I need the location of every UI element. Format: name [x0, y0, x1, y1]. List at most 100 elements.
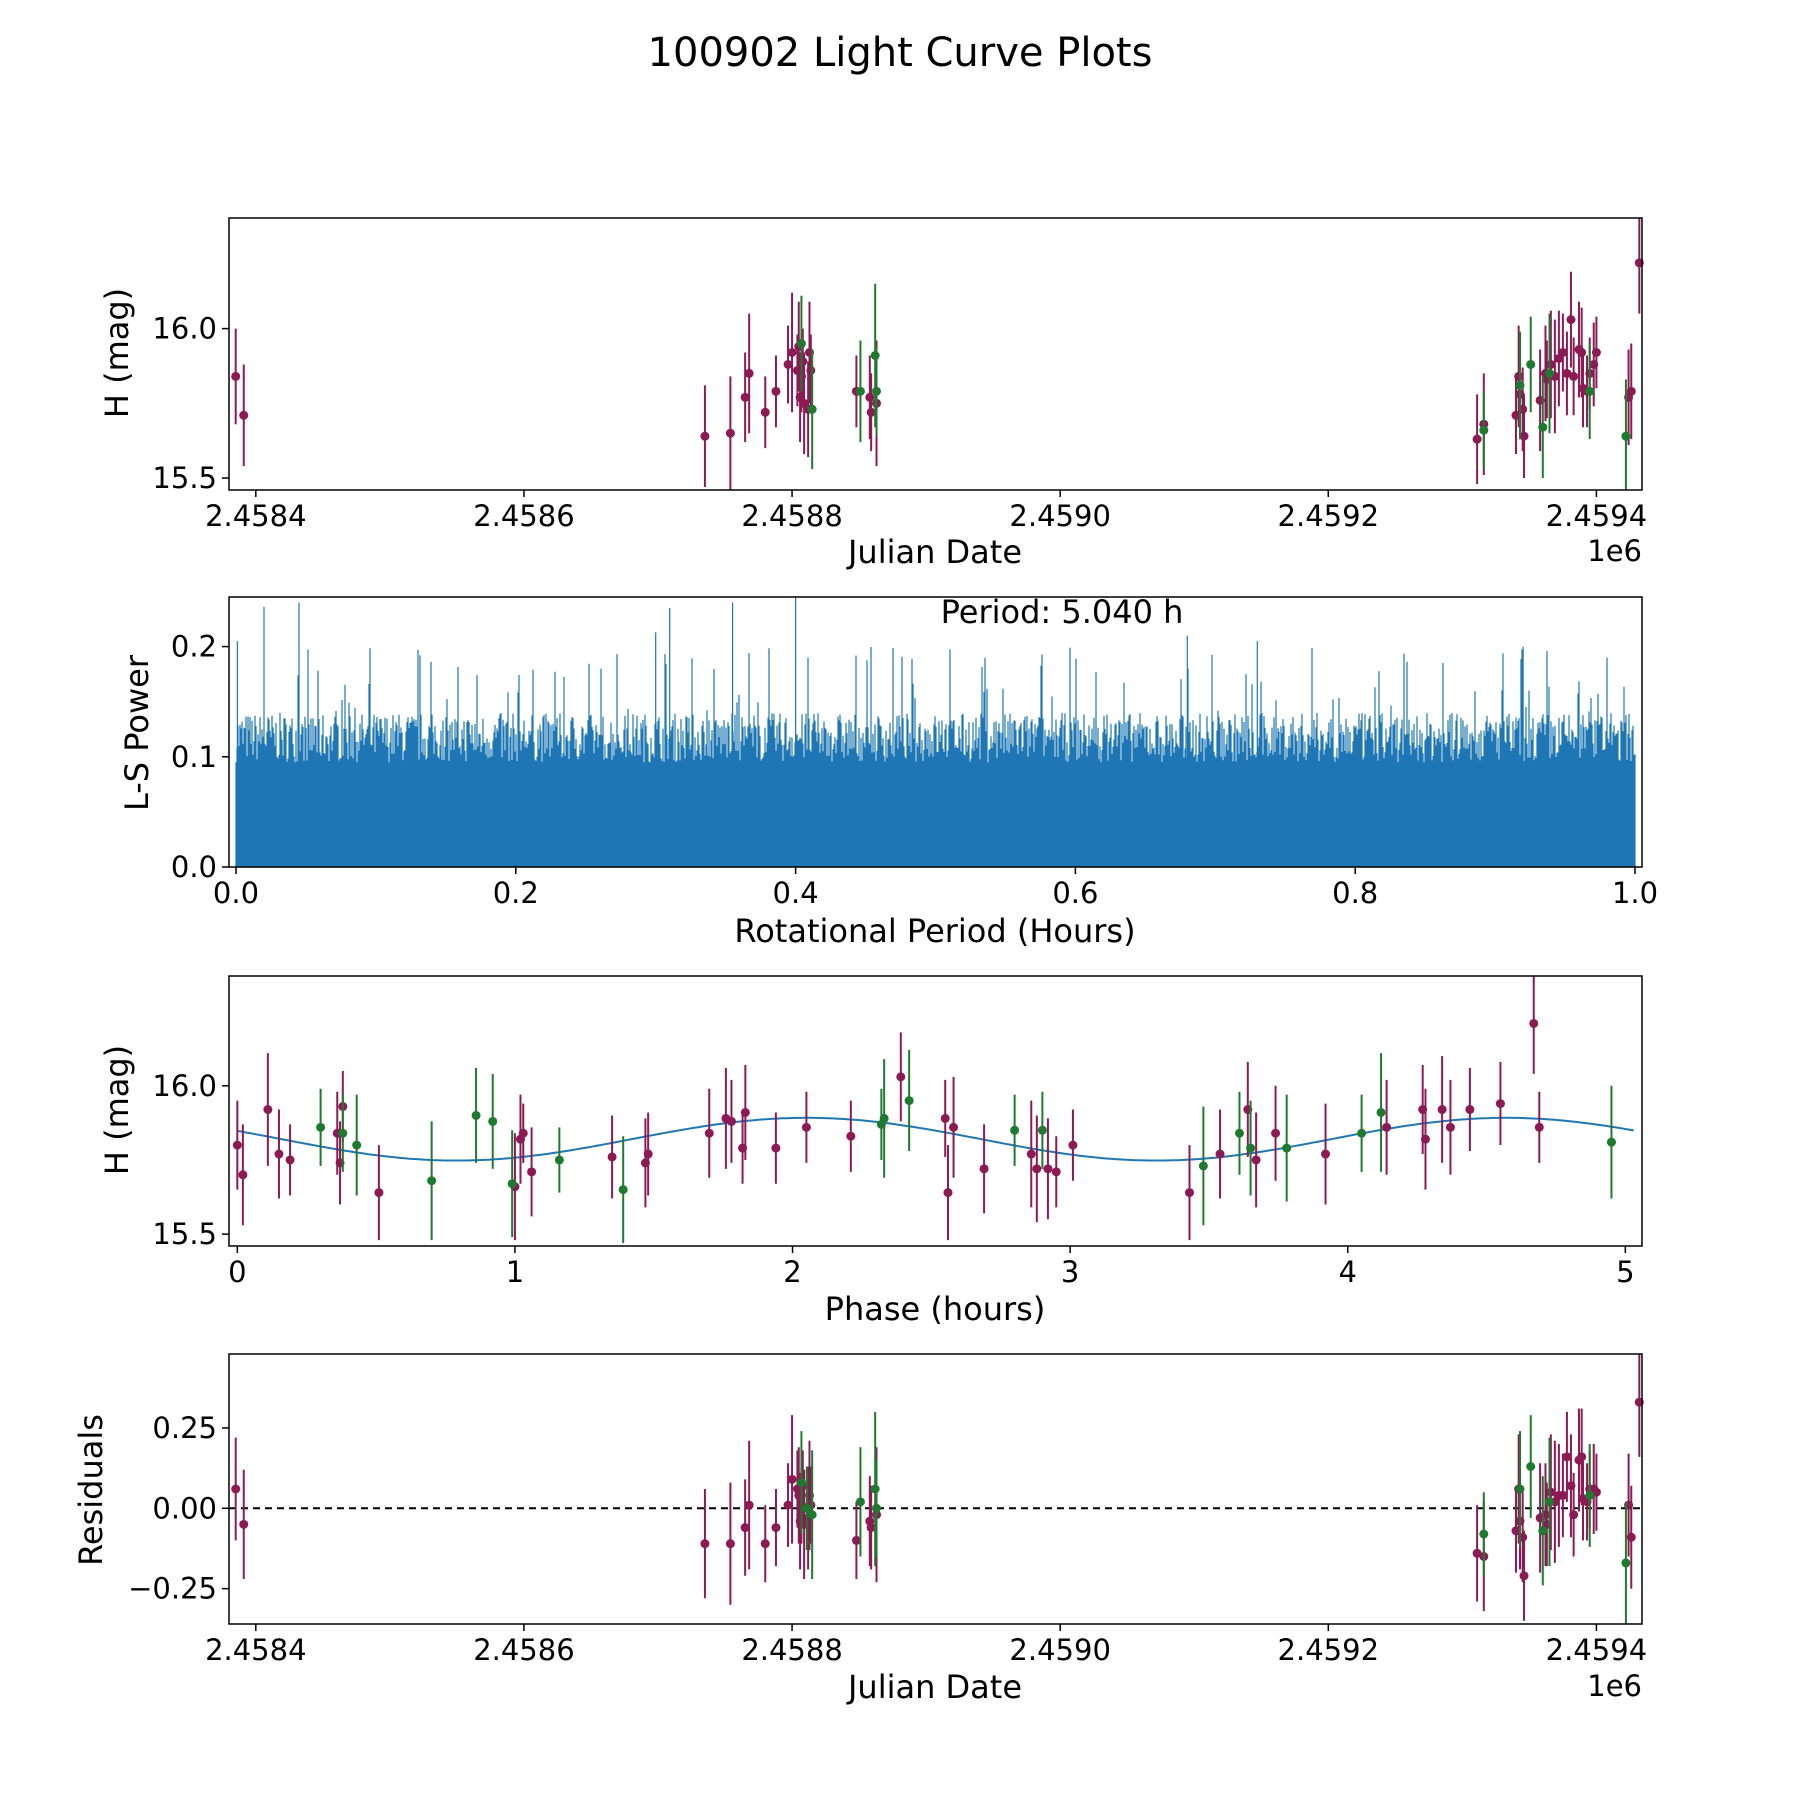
fit-curve: [237, 1116, 1634, 1162]
filter_a-point: [1051, 1167, 1061, 1177]
filter_a-point: [1495, 1099, 1505, 1109]
periodogram-xtick-label: 0.8: [1332, 876, 1378, 910]
filter_a-point: [1420, 1134, 1430, 1144]
filter_b-point: [1515, 380, 1525, 390]
filter_a-point: [1445, 1122, 1455, 1132]
filter_a-point: [783, 359, 793, 369]
lightcurve-panel: Julian Date H (mag) 1e6 2.4584 2.4586 2.45…: [98, 217, 1647, 571]
filter_a-point: [232, 1140, 242, 1150]
filter_a-point: [1591, 348, 1601, 358]
phased-xtick-label: 5: [1616, 1255, 1634, 1289]
phased-ylabel: H (mag): [98, 1045, 136, 1175]
filter_a-point: [771, 1143, 781, 1153]
filter_a-point: [1472, 434, 1482, 444]
filter_a-point: [239, 410, 249, 420]
filter_a-point: [1558, 348, 1568, 358]
filter_a-point: [726, 1116, 736, 1126]
periodogram-xtick-label: 1.0: [1612, 876, 1658, 910]
residuals-frame: [228, 1353, 1643, 1625]
filter_a-point: [798, 356, 808, 366]
filter_b-point: [1376, 1107, 1386, 1117]
filter_b-point: [618, 1185, 628, 1195]
filter_a-point: [940, 1113, 950, 1123]
filter_a-point: [1465, 1105, 1475, 1115]
periodogram-ytick-label: 0.0: [171, 850, 217, 884]
residuals-ylabel: Residuals: [72, 1414, 110, 1566]
residuals-xtick-label: 2.4588: [741, 1633, 842, 1667]
filter_a-point: [1569, 371, 1579, 381]
filter_a-point: [744, 368, 754, 378]
periodogram-frame: [228, 596, 1643, 868]
filter_a-point: [943, 1188, 953, 1198]
filter_a-point: [1251, 1155, 1261, 1165]
filter_b-point: [1010, 1125, 1020, 1135]
lightcurve-xtick-label: 2.4588: [741, 499, 842, 533]
filter_b-point: [1357, 1128, 1367, 1138]
periodogram-xtick-label: 0.6: [1052, 876, 1098, 910]
filter_a-point: [1577, 1452, 1587, 1462]
filter_b-point: [471, 1110, 481, 1120]
periodogram-xlabel: Rotational Period (Hours): [734, 912, 1135, 950]
period-annotation: Period: 5.040 h: [941, 593, 1184, 631]
filter_b-point: [1544, 1497, 1554, 1507]
filter_a-point: [1215, 1149, 1225, 1159]
filter_a-point: [1562, 1452, 1572, 1462]
residuals-xlabel: Julian Date: [846, 1668, 1022, 1706]
filter_a-point: [771, 1523, 781, 1533]
periodogram-xtick-label: 0.2: [493, 876, 539, 910]
phased-panel: Phase (hours) H (mag) 0 1 2 3 4 5 15.5 16.0: [98, 975, 1643, 1328]
periodogram-ytick-label: 0.2: [171, 630, 217, 664]
filter_a-point: [787, 348, 797, 358]
filter_a-point: [1562, 368, 1572, 378]
residuals-ytick-label: 0.25: [152, 1411, 217, 1445]
residuals-xtick-label: 2.4590: [1009, 1633, 1110, 1667]
filter_b-point: [870, 350, 880, 360]
filter_b-point: [1526, 1462, 1536, 1471]
filter_a-point: [740, 392, 750, 402]
filter_a-point: [285, 1155, 295, 1165]
filter_a-point: [1321, 1149, 1331, 1159]
filter_b-point: [855, 386, 865, 396]
filter_a-point: [1534, 1122, 1544, 1132]
filter_b-point: [488, 1116, 498, 1126]
filter_a-point: [1626, 386, 1636, 396]
phased-ytick-label: 16.0: [152, 1069, 217, 1103]
phased-xlabel: Phase (hours): [825, 1290, 1046, 1328]
filter_b-point: [1526, 359, 1536, 369]
phased-xtick-label: 4: [1339, 1255, 1357, 1289]
filter_b-point: [904, 1096, 914, 1106]
lightcurve-ytick-label: 15.5: [152, 461, 217, 495]
residuals-panel: Julian Date Residuals 1e6 2.4584 2.4586 2.…: [72, 1353, 1647, 1706]
filter_b-point: [1538, 422, 1548, 432]
filter_a-point: [896, 1072, 906, 1082]
filter_a-point: [1566, 315, 1576, 325]
figure-title: 100902 Light Curve Plots: [648, 30, 1153, 76]
filter_a-point: [1519, 1571, 1529, 1581]
filter_b-point: [807, 1510, 817, 1520]
filter_a-point: [527, 1167, 537, 1177]
filter_a-point: [1043, 1164, 1053, 1174]
filter_b-point: [1621, 431, 1631, 441]
residuals-ytick-label: 0.00: [152, 1491, 217, 1525]
filter_b-point: [872, 1503, 882, 1513]
filter_a-point: [1185, 1188, 1195, 1198]
filter_a-point: [607, 1152, 617, 1162]
lightcurve-xtick-label: 2.4586: [473, 499, 574, 533]
filter_b-point: [338, 1128, 348, 1138]
filter_a-point: [1558, 1490, 1568, 1500]
periodogram-panel: Rotational Period (Hours) L-S Power Peri…: [118, 593, 1658, 950]
filter_a-point: [238, 1170, 248, 1180]
phased-xtick-label: 3: [1061, 1255, 1079, 1289]
filter_a-point: [740, 1523, 750, 1533]
filter_b-point: [1585, 386, 1595, 396]
lightcurve-plot-area: [231, 218, 1644, 490]
filter_b-point: [855, 1497, 865, 1507]
residuals-xtick-label: 2.4594: [1546, 1633, 1647, 1667]
phased-xtick-label: 2: [783, 1255, 801, 1289]
residuals-offset-label: 1e6: [1587, 1669, 1642, 1703]
phased-xtick-label: 0: [228, 1255, 246, 1289]
periodogram-ytick-label: 0.1: [171, 740, 217, 774]
filter_a-point: [231, 1484, 241, 1494]
filter_b-point: [1479, 425, 1489, 435]
filter_a-point: [865, 392, 875, 402]
